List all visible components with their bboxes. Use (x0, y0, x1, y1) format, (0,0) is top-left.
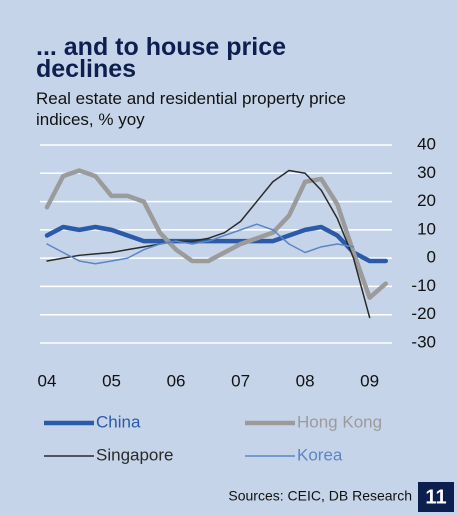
x-tick-label: 09 (360, 371, 379, 390)
y-tick-label: 0 (427, 248, 436, 267)
page-number: 11 (425, 486, 446, 508)
y-tick-label: 40 (417, 134, 436, 153)
x-tick-label: 07 (231, 371, 250, 390)
legend-label: China (96, 412, 141, 431)
legend-label: Singapore (96, 445, 174, 464)
y-tick-label: -20 (411, 304, 436, 323)
y-tick-label: -10 (411, 276, 436, 295)
legend-label: Hong Kong (297, 412, 382, 431)
series-line (46, 169, 371, 319)
x-tick-label: 06 (167, 371, 186, 390)
series-line (44, 168, 389, 300)
series-line (44, 224, 389, 264)
y-tick-label: 10 (417, 219, 436, 238)
series-line (46, 223, 355, 265)
chart-title: ... and to house price declines (36, 33, 287, 83)
page-badge (418, 482, 454, 512)
y-tick-label: -30 (411, 332, 436, 351)
x-tick-label: 05 (102, 371, 121, 390)
x-tick-label: 04 (38, 371, 57, 390)
y-tick-label: 20 (417, 191, 436, 210)
x-tick-label: 08 (296, 371, 315, 390)
legend-label: Korea (297, 445, 343, 464)
y-tick-label: 30 (417, 163, 436, 182)
source-note: Sources: CEIC, DB Research (228, 488, 412, 504)
chart-subtitle: Real estate and residential property pri… (36, 89, 346, 129)
